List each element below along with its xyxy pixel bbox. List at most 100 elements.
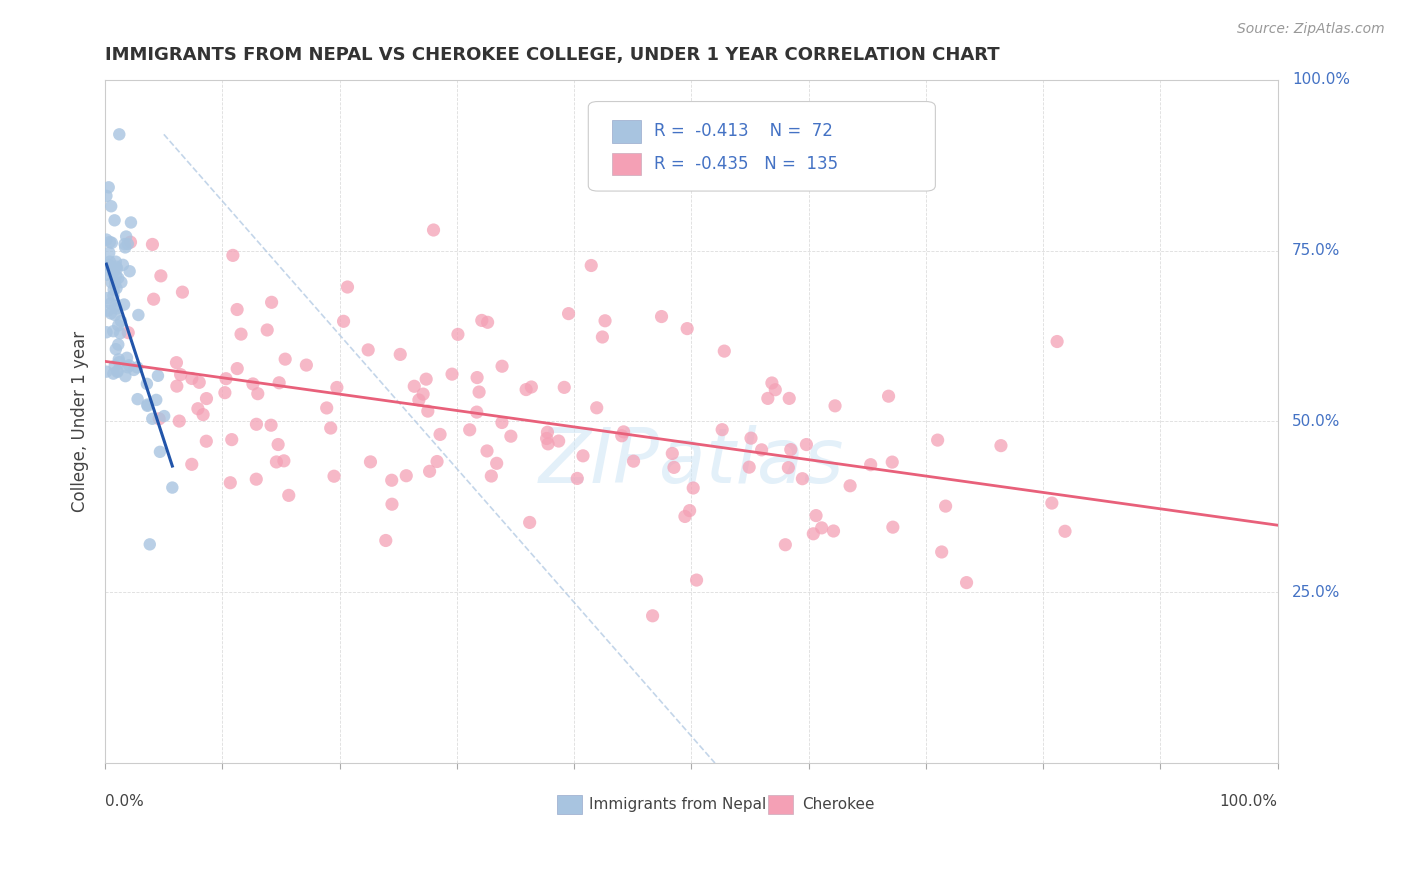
Point [191, 408, 214, 422]
Point [882, 455, 904, 469]
Point [141, 411, 163, 425]
Text: 100.0%: 100.0% [1292, 72, 1350, 87]
Point [100, 276, 122, 290]
Point [553, 380, 575, 394]
Point [120, 235, 142, 249]
Point [104, 254, 127, 268]
Point [931, 545, 953, 559]
Point [108, 352, 131, 367]
Point [740, 431, 762, 445]
Point [97, 303, 120, 318]
Point [567, 471, 589, 485]
Point [471, 313, 494, 327]
Text: R =  -0.435   N =  135: R = -0.435 N = 135 [654, 154, 838, 173]
FancyBboxPatch shape [588, 102, 935, 191]
Point [98, 254, 121, 268]
Point [97, 291, 120, 305]
Point [111, 258, 134, 272]
Point [775, 538, 797, 552]
Point [935, 499, 957, 513]
Point [477, 315, 499, 329]
Point [117, 326, 139, 340]
Point [682, 481, 704, 495]
Point [269, 376, 291, 390]
Point [685, 573, 707, 587]
Point [661, 446, 683, 460]
Point [778, 460, 800, 475]
Point [162, 481, 184, 495]
Point [824, 399, 846, 413]
Point [593, 314, 616, 328]
Point [120, 215, 142, 229]
Point [839, 479, 862, 493]
Point [114, 240, 136, 254]
Point [107, 337, 129, 351]
Point [187, 401, 209, 416]
Point [112, 297, 135, 311]
Point [519, 516, 541, 530]
Point [1053, 524, 1076, 539]
Point [104, 308, 127, 322]
Point [101, 266, 124, 280]
Point [429, 427, 451, 442]
Point [332, 314, 354, 328]
Point [115, 229, 138, 244]
Point [273, 454, 295, 468]
Point [104, 342, 127, 356]
Point [359, 455, 381, 469]
Point [103, 213, 125, 227]
Point [110, 275, 132, 289]
Point [115, 351, 138, 365]
Point [107, 318, 129, 333]
Point [547, 434, 569, 448]
Point [713, 344, 735, 359]
Point [135, 376, 157, 391]
Point [103, 283, 125, 297]
Point [395, 468, 418, 483]
Point [118, 359, 141, 373]
Bar [612, 153, 641, 176]
Point [101, 235, 124, 250]
Point [256, 323, 278, 337]
Point [108, 355, 131, 369]
Point [801, 526, 824, 541]
Point [245, 417, 267, 432]
Point [105, 260, 128, 274]
Point [149, 445, 172, 459]
Point [219, 475, 242, 490]
Text: 100.0%: 100.0% [1220, 794, 1278, 809]
Point [458, 423, 481, 437]
Point [105, 364, 128, 378]
Point [613, 425, 636, 439]
Point [100, 296, 122, 310]
Point [103, 288, 125, 302]
Point [404, 379, 426, 393]
Point [105, 268, 128, 283]
Point [315, 401, 337, 415]
Point [475, 444, 498, 458]
Point [139, 537, 162, 551]
Text: 25.0%: 25.0% [1292, 584, 1340, 599]
Point [180, 371, 202, 385]
Bar [557, 795, 582, 814]
Point [877, 389, 900, 403]
Point [108, 128, 131, 142]
Point [756, 392, 779, 406]
Point [98, 258, 121, 272]
Point [485, 456, 508, 470]
Point [148, 411, 170, 425]
Point [97, 180, 120, 194]
Point [520, 380, 543, 394]
Point [188, 376, 211, 390]
Point [127, 360, 149, 375]
Point [195, 434, 218, 449]
Point [242, 376, 264, 391]
Point [114, 369, 136, 384]
Point [408, 392, 430, 407]
Point [295, 358, 318, 372]
Point [104, 359, 127, 373]
Point [110, 314, 132, 328]
Point [215, 372, 238, 386]
Point [100, 199, 122, 213]
Point [260, 295, 283, 310]
